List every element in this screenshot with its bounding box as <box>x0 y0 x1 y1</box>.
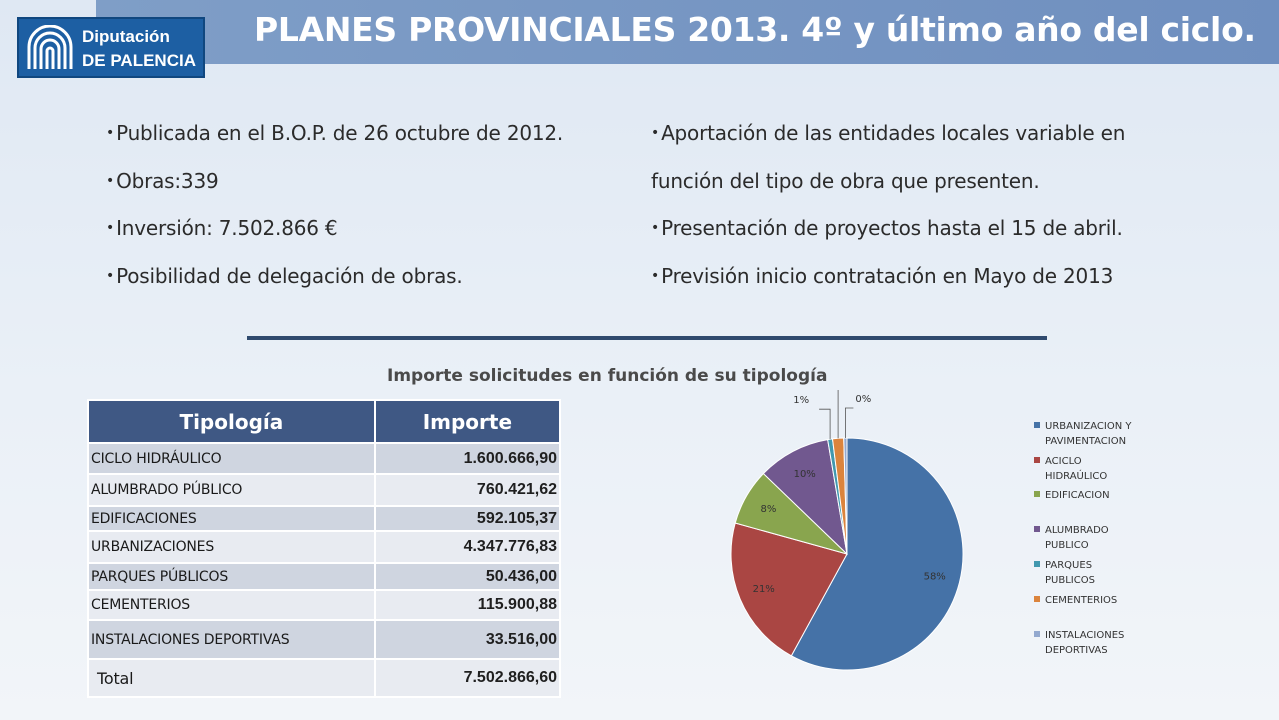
legend-swatch <box>1034 561 1040 567</box>
table-row: EDIFICACIONES 592.105,37 <box>87 505 562 532</box>
row-tipologia: CICLO HIDRÁULICO <box>87 442 376 475</box>
slice-percent-label: 58% <box>924 571 946 582</box>
importe-table: Tipología Importe CICLO HIDRÁULICO 1.600… <box>87 399 562 698</box>
table-row: ALUMBRADO PÚBLICO 760.421,62 <box>87 473 562 507</box>
table-row: PARQUES PÚBLICOS 50.436,00 <box>87 562 562 591</box>
table-header-row: Tipología Importe <box>87 399 562 444</box>
row-importe: 760.421,62 <box>373 473 562 507</box>
leader-line <box>837 390 839 439</box>
legend-label: PUBLICOS <box>1045 575 1095 586</box>
section-divider <box>247 336 1047 340</box>
table-row: INSTALACIONES DEPORTIVAS 33.516,00 <box>87 619 562 660</box>
pie-chart: 58%21%8%10%1%2%0%URBANIZACION YPAVIMENTA… <box>730 390 1132 671</box>
legend-label: PARQUES <box>1045 560 1092 571</box>
pie-slice <box>730 522 848 657</box>
legend-label: PAVIMENTACION <box>1045 436 1126 447</box>
bullet-item-continuation: función del tipo de obra que presenten. <box>651 168 1040 193</box>
row-importe: 1.600.666,90 <box>373 442 562 475</box>
legend-swatch <box>1034 491 1040 497</box>
row-importe: 115.900,88 <box>373 589 562 621</box>
legend-swatch <box>1034 422 1040 428</box>
bullets-left: • Publicada en el B.O.P. de 26 octubre de… <box>106 118 626 308</box>
slice-percent-label: 10% <box>794 469 816 480</box>
pie-slice <box>762 439 848 556</box>
legend-label: DEPORTIVAS <box>1045 645 1108 656</box>
row-tipologia: INSTALACIONES DEPORTIVAS <box>87 619 376 660</box>
total-label: Total <box>87 658 376 698</box>
bullet-item: • Publicada en el B.O.P. de 26 octubre de… <box>106 121 564 145</box>
legend-label: CEMENTERIOS <box>1045 595 1117 606</box>
pie-slice <box>843 437 848 555</box>
row-importe: 4.347.776,83 <box>373 530 562 564</box>
legend-label: EDIFICACION <box>1045 490 1110 501</box>
slice-percent-label: 1% <box>793 395 809 406</box>
logo-text-line1: Diputación <box>82 27 170 46</box>
legend-label: HIDRAÚLICO <box>1045 469 1107 482</box>
table-row: URBANIZACIONES 4.347.776,83 <box>87 530 562 564</box>
pie-slice <box>790 437 964 671</box>
slice-percent-label: 8% <box>760 504 776 515</box>
row-importe: 33.516,00 <box>373 619 562 660</box>
table-row: CICLO HIDRÁULICO 1.600.666,90 <box>87 442 562 475</box>
title-bar <box>96 0 1279 64</box>
logo-arches-icon <box>27 25 73 69</box>
legend-label: PUBLICO <box>1045 540 1089 551</box>
page-title: PLANES PROVINCIALES 2013. 4º y último añ… <box>254 10 1256 49</box>
row-tipologia: PARQUES PÚBLICOS <box>87 562 376 591</box>
row-importe: 50.436,00 <box>373 562 562 591</box>
row-tipologia: ALUMBRADO PÚBLICO <box>87 473 376 507</box>
table-total-row: Total 7.502.866,60 <box>87 658 562 698</box>
bullet-item: • Previsión inicio contratación en Mayo d… <box>651 263 1114 288</box>
chart-title: Importe solicitudes en función de su tip… <box>387 366 828 386</box>
bullet-item: • Inversión: 7.502.866 € <box>106 216 338 240</box>
row-tipologia: EDIFICACIONES <box>87 505 376 532</box>
header-importe: Importe <box>373 399 562 444</box>
slice-percent-label: 0% <box>855 394 871 405</box>
legend-label: URBANIZACION Y <box>1045 421 1132 432</box>
bullet-item: • Obras:339 <box>106 168 219 193</box>
row-importe: 592.105,37 <box>373 505 562 532</box>
legend-label: ACICLO <box>1045 456 1082 467</box>
legend-label: INSTALACIONES <box>1045 630 1124 641</box>
table-row: CEMENTERIOS 115.900,88 <box>87 589 562 621</box>
row-tipologia: URBANIZACIONES <box>87 530 376 564</box>
bullets-right: • Aportación de las entidades locales var… <box>651 118 1211 308</box>
bullet-item: • Presentación de proyectos hasta el 15 d… <box>651 216 1123 240</box>
logo-text-line2: DE PALENCIA <box>82 51 196 70</box>
legend-swatch <box>1034 596 1040 602</box>
bullet-item: • Aportación de las entidades locales var… <box>651 121 1126 145</box>
slice-percent-label: 21% <box>753 584 775 595</box>
logo: Diputación DE PALENCIA <box>17 17 205 78</box>
bullet-item: • Posibilidad de delegación de obras. <box>106 263 463 288</box>
legend-swatch <box>1034 526 1040 532</box>
row-tipologia: CEMENTERIOS <box>87 589 376 621</box>
header-tipologia: Tipología <box>87 399 376 444</box>
legend-swatch <box>1034 457 1040 463</box>
total-value: 7.502.866,60 <box>373 658 562 698</box>
legend-swatch <box>1034 631 1040 637</box>
leader-line <box>844 407 854 438</box>
legend-label: ALUMBRADO <box>1045 525 1109 536</box>
leader-line <box>819 408 831 440</box>
